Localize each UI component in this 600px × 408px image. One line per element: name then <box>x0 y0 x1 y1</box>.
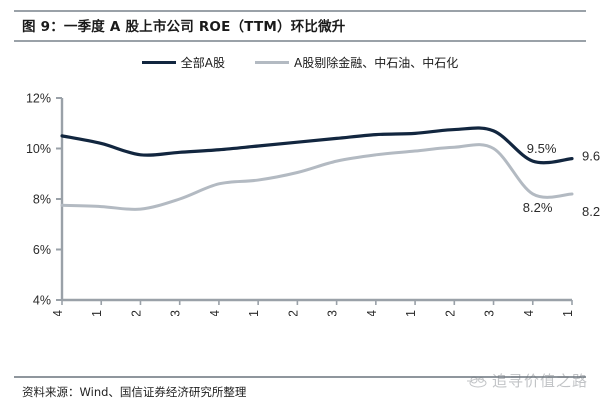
x-tick-label: 2017Q2 <box>286 310 300 316</box>
legend-item-all-a-shares: 全部A股 <box>141 54 225 71</box>
x-tick-label: 2016Q4 <box>208 310 222 316</box>
legend-swatch-icon <box>255 61 289 64</box>
y-tick-label: 4% <box>33 294 51 308</box>
y-tick-label: 12% <box>26 92 51 106</box>
cloud-icon <box>466 376 487 387</box>
series-line-all-a-shares <box>60 126 574 165</box>
data-label: 9.6% <box>582 149 600 164</box>
source-note: 资料来源：Wind、国信证券经济研究所整理 <box>22 385 247 399</box>
x-tick-label: 2016Q1 <box>90 310 104 316</box>
plot-area: 4% 6% 8% 10% 12% 2015Q4 2016Q1 2016Q2 2016Q3 2016… <box>0 86 600 317</box>
legend-swatch-icon <box>141 60 176 65</box>
chart-legend: 全部A股 A股剔除金融、中石油、中石化 <box>0 54 600 71</box>
y-tick-label: 10% <box>26 142 51 156</box>
y-tick-label: 8% <box>33 193 51 207</box>
legend-item-label: 全部A股 <box>180 56 225 70</box>
x-tick-label: 2016Q3 <box>169 310 183 316</box>
page-title: 图 9：一季度 A 股上市公司 ROE（TTM）环比微升 <box>22 19 346 35</box>
title-rule-bottom <box>14 40 586 42</box>
x-tick-label: 2018Q4 <box>522 310 536 316</box>
title-rule-top <box>14 10 586 12</box>
watermark: 追寻价值之路 <box>466 370 588 391</box>
x-tick-label: 2017Q4 <box>365 310 379 316</box>
x-tick-label: 2018Q3 <box>483 310 497 316</box>
legend-item-label: A股剔除金融、中石油、中石化 <box>294 56 459 70</box>
x-tick-label: 2016Q2 <box>129 310 143 316</box>
x-tick-label: 2017Q3 <box>326 310 340 316</box>
line-chart-svg: 4% 6% 8% 10% 12% 2015Q4 2016Q1 2016Q2 2016Q3 2016… <box>26 92 600 317</box>
x-tick-label: 2018Q1 <box>404 310 418 316</box>
x-tick-label: 2015Q4 <box>51 310 65 316</box>
x-tick-label: 2018Q2 <box>443 310 457 316</box>
footer-rule <box>14 376 586 378</box>
y-tick-label: 6% <box>33 243 51 257</box>
data-label: 8.2% <box>582 204 600 219</box>
watermark-text: 追寻价值之路 <box>491 372 588 390</box>
legend-item-ex-financials: A股剔除金融、中石油、中石化 <box>255 54 458 71</box>
data-label: 9.5% <box>527 141 557 156</box>
x-tick-label: 2019Q1 <box>561 310 575 316</box>
series-line-ex-financials <box>60 143 574 211</box>
data-label: 8.2% <box>523 200 553 215</box>
x-tick-label: 2017Q1 <box>247 310 261 316</box>
